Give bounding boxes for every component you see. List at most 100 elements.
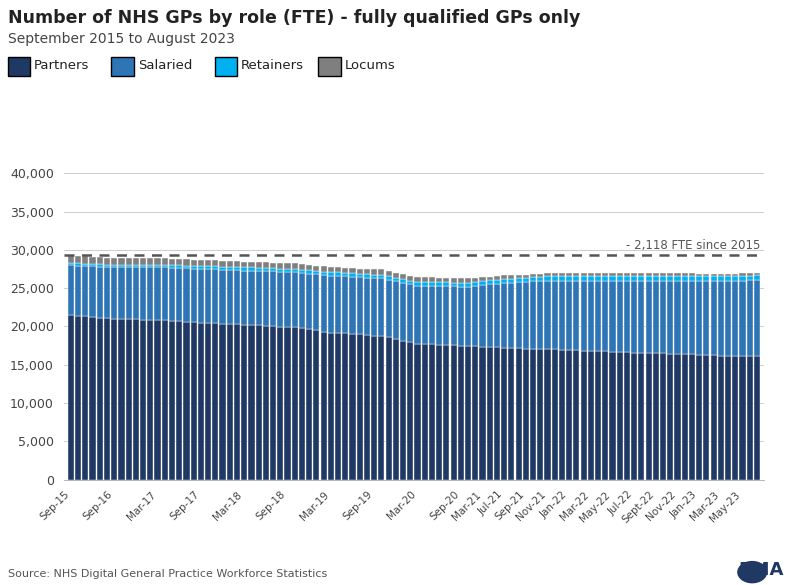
Bar <box>443 345 450 480</box>
Bar <box>342 273 349 276</box>
Bar <box>516 278 521 283</box>
Bar <box>494 276 500 280</box>
Bar <box>537 277 544 281</box>
Bar <box>739 281 746 356</box>
Bar <box>314 331 319 480</box>
Bar <box>711 355 716 480</box>
Bar <box>277 272 283 327</box>
Bar <box>674 281 681 354</box>
Bar <box>559 350 565 480</box>
Bar <box>321 275 326 332</box>
Bar <box>631 353 638 480</box>
Bar <box>610 273 615 276</box>
Bar <box>638 276 645 281</box>
Bar <box>198 260 204 266</box>
Text: Locums: Locums <box>345 59 396 72</box>
Bar <box>530 274 537 277</box>
Bar <box>241 270 248 325</box>
Bar <box>213 266 218 269</box>
Bar <box>328 276 334 333</box>
Bar <box>220 270 225 324</box>
Bar <box>241 261 248 267</box>
Bar <box>472 286 478 346</box>
Bar <box>653 281 659 353</box>
Bar <box>169 265 175 268</box>
Bar <box>465 287 471 346</box>
Bar <box>82 256 88 264</box>
Bar <box>415 286 420 344</box>
Bar <box>689 273 695 276</box>
Bar <box>509 283 514 348</box>
Bar <box>342 276 349 333</box>
Bar <box>646 281 652 353</box>
Bar <box>364 335 370 480</box>
Bar <box>198 323 204 480</box>
Bar <box>263 326 269 480</box>
Bar <box>646 276 652 281</box>
Bar <box>704 281 709 355</box>
Bar <box>89 257 96 264</box>
Bar <box>299 328 305 480</box>
Bar <box>284 327 291 480</box>
Bar <box>140 265 146 267</box>
Bar <box>126 319 132 480</box>
Bar <box>436 345 443 480</box>
Bar <box>566 350 572 480</box>
Bar <box>183 266 189 269</box>
Bar <box>486 277 493 280</box>
Bar <box>458 278 464 283</box>
Bar <box>530 349 537 480</box>
Bar <box>248 270 255 325</box>
Bar <box>75 256 81 263</box>
Bar <box>248 261 255 267</box>
Bar <box>587 276 594 281</box>
Bar <box>378 336 384 480</box>
Text: Retainers: Retainers <box>241 59 304 72</box>
Bar <box>183 259 189 266</box>
Bar <box>291 327 298 480</box>
Bar <box>299 270 305 273</box>
Bar <box>566 281 572 350</box>
Bar <box>711 281 716 355</box>
Bar <box>227 324 233 480</box>
Bar <box>595 276 601 281</box>
Bar <box>270 326 276 480</box>
Bar <box>422 282 427 286</box>
Bar <box>234 325 240 480</box>
Bar <box>681 276 688 281</box>
Bar <box>133 267 139 319</box>
Bar <box>617 273 622 276</box>
Bar <box>169 268 175 321</box>
Bar <box>631 276 638 281</box>
Bar <box>314 266 319 271</box>
Bar <box>392 273 399 278</box>
Bar <box>190 269 197 322</box>
Text: September 2015 to August 2023: September 2015 to August 2023 <box>8 32 235 46</box>
Bar <box>718 356 724 480</box>
Bar <box>718 281 724 356</box>
Bar <box>580 281 587 350</box>
Bar <box>516 275 521 278</box>
Bar <box>119 258 124 265</box>
Bar <box>479 281 486 285</box>
Bar <box>580 350 587 480</box>
Bar <box>653 353 659 480</box>
Bar <box>335 273 341 276</box>
Bar <box>140 267 146 320</box>
Bar <box>263 268 269 271</box>
Bar <box>183 269 189 322</box>
Bar <box>573 276 579 281</box>
Bar <box>443 278 450 283</box>
Bar <box>328 333 334 480</box>
Bar <box>400 283 406 340</box>
Bar <box>674 354 681 480</box>
Bar <box>415 282 420 286</box>
Bar <box>443 286 450 345</box>
Bar <box>205 269 211 323</box>
Bar <box>349 273 356 277</box>
Bar <box>415 277 420 282</box>
Bar <box>277 327 283 480</box>
Bar <box>544 281 551 349</box>
Bar <box>147 259 154 265</box>
Bar <box>234 270 240 325</box>
